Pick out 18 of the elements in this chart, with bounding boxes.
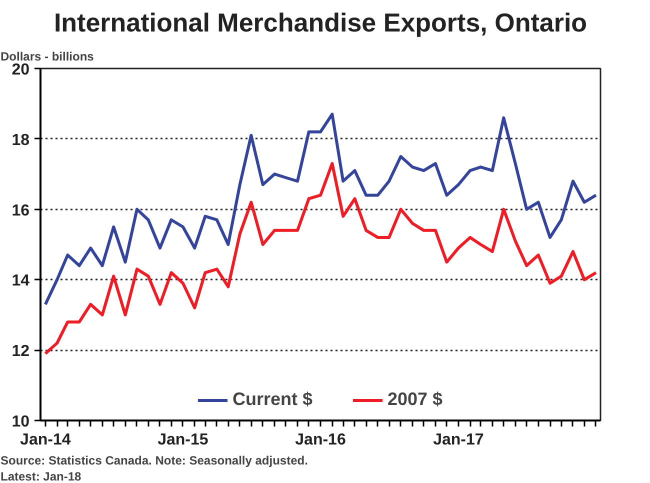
text: Latest: Jan-18 [0,470,82,483]
y-tick-label: 14 [12,272,30,290]
y-tick-label: 12 [12,343,30,360]
chart-title: International Merchandise Exports, Ontario [54,8,588,38]
x-tick-label: Jan-17 [433,432,484,448]
y-tick-label: 18 [12,132,30,149]
x-tick-label: Jan-15 [158,432,208,448]
legend-label: 2007 $ [387,389,443,410]
y-axis-title: Dollars - billions [0,50,94,64]
legend-label: Current $ [232,389,312,410]
line-series [44,112,598,306]
line-series [44,162,598,356]
source-note: Source: Statistics Canada. Note: Seasonally adjusted. [0,454,308,468]
x-tick-label: Jan-16 [295,432,346,448]
y-tick-label: 20 [12,62,30,78]
x-tick-label: Jan-14 [20,432,71,448]
y-tick-label: 16 [12,202,30,220]
y-tick-label: 10 [12,414,30,430]
